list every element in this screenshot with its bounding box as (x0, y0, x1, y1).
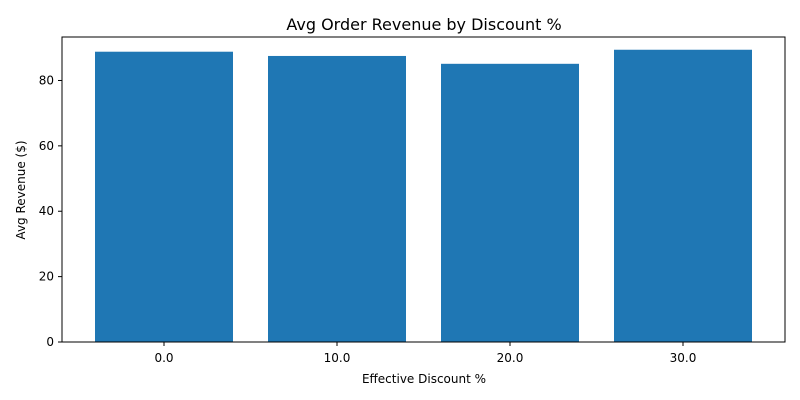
plot-frame (61, 36, 786, 343)
y-tick-label: 0 (46, 335, 54, 349)
x-tick-label: 0.0 (154, 351, 173, 365)
x-axis: 0.0 10.0 20.0 30.0 (154, 342, 696, 365)
chart-title: Avg Order Revenue by Discount % (286, 15, 561, 34)
x-tick-label: 30.0 (670, 351, 697, 365)
bar-0.0 (95, 51, 233, 343)
x-axis-label: Effective Discount % (362, 372, 486, 386)
y-axis: 0 20 40 60 80 (39, 73, 62, 349)
y-tick-label: 40 (39, 204, 54, 218)
bars-layer (95, 49, 752, 343)
bar-10.0 (268, 55, 406, 343)
x-tick-label: 20.0 (497, 351, 524, 365)
y-tick-label: 60 (39, 139, 54, 153)
y-tick-label: 80 (39, 73, 54, 87)
bar-20.0 (441, 63, 579, 343)
bar-30.0 (614, 49, 752, 342)
y-tick-label: 20 (39, 270, 54, 284)
y-axis-label: Avg Revenue ($) (14, 140, 28, 239)
x-tick-label: 10.0 (324, 351, 351, 365)
